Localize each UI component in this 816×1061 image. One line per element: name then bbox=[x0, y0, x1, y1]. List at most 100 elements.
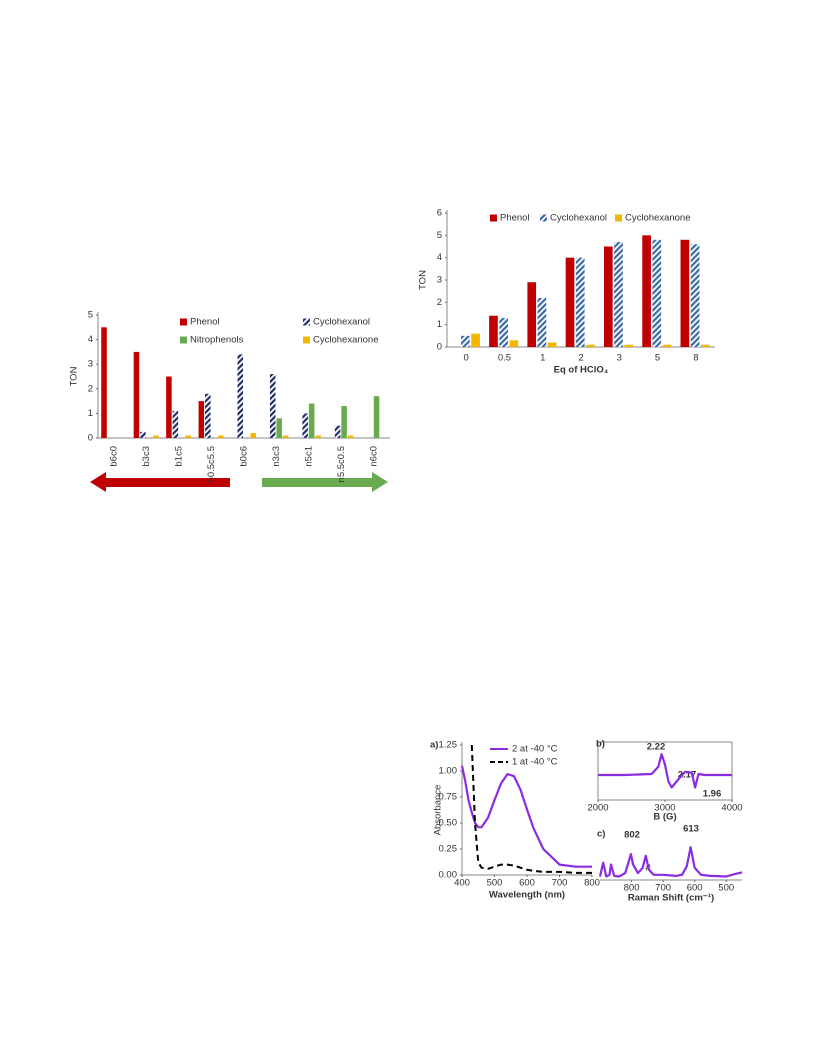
bar bbox=[700, 344, 710, 347]
panel-label: a) bbox=[430, 740, 438, 751]
legend-label: Nitrophenols bbox=[190, 335, 244, 346]
x-tick-label: n3c3 bbox=[271, 446, 282, 467]
bar bbox=[527, 282, 537, 347]
y-tick-label: 0 bbox=[88, 433, 93, 444]
bar bbox=[690, 244, 700, 347]
bar bbox=[537, 297, 547, 347]
legend-swatch bbox=[490, 214, 497, 222]
x-tick-label: 8 bbox=[693, 353, 698, 364]
legend-label: Cyclohexanone bbox=[625, 213, 691, 224]
x-tick-label: 2000 bbox=[587, 803, 608, 814]
x-axis-label: Raman Shift (cm⁻¹) bbox=[628, 893, 714, 904]
bar bbox=[586, 344, 595, 347]
line-series bbox=[470, 744, 592, 874]
bar bbox=[461, 335, 470, 347]
x-tick-label: 700 bbox=[655, 883, 671, 894]
legend-label: Phenol bbox=[190, 317, 220, 328]
y-tick-label: 1 bbox=[437, 319, 442, 330]
line-series bbox=[598, 846, 743, 878]
legend-swatch bbox=[180, 336, 187, 344]
x-axis-label: Eq of HClO₄ bbox=[554, 365, 609, 376]
y-tick-label: 5 bbox=[88, 310, 93, 321]
legend-swatch bbox=[303, 318, 310, 326]
bar bbox=[269, 374, 276, 438]
annotation: 1.96 bbox=[703, 789, 722, 800]
x-tick-label: 5 bbox=[655, 353, 660, 364]
bar bbox=[218, 435, 224, 438]
x-tick-label: 3000 bbox=[654, 803, 675, 814]
x-tick-label: 700 bbox=[552, 878, 568, 889]
bar bbox=[282, 435, 289, 438]
panel-label: c) bbox=[597, 829, 605, 840]
x-tick-label: 800 bbox=[584, 878, 600, 889]
bar bbox=[205, 393, 211, 438]
legend-label: 1 at -40 °C bbox=[512, 757, 558, 768]
bar bbox=[614, 242, 623, 347]
legend-swatch bbox=[180, 318, 187, 326]
bar bbox=[185, 435, 192, 438]
bar bbox=[489, 315, 498, 347]
bar bbox=[373, 396, 380, 438]
x-tick-label: 600 bbox=[687, 883, 703, 894]
x-tick-label: 800 bbox=[624, 883, 640, 894]
x-axis-label: B (G) bbox=[653, 812, 676, 823]
line-series bbox=[460, 765, 592, 868]
legend-label: Phenol bbox=[500, 213, 530, 224]
bar bbox=[166, 376, 172, 438]
left-arrow bbox=[90, 472, 230, 492]
panel-label: b) bbox=[596, 739, 605, 750]
annotation: 613 bbox=[683, 824, 699, 835]
x-tick-label: 1 bbox=[540, 353, 545, 364]
bar bbox=[347, 435, 354, 438]
bar bbox=[334, 425, 341, 438]
y-tick-label: 0.25 bbox=[439, 844, 458, 855]
bar bbox=[565, 257, 575, 347]
bar bbox=[101, 327, 107, 438]
bar bbox=[172, 410, 179, 438]
bar bbox=[308, 403, 315, 438]
bar bbox=[642, 235, 651, 347]
x-tick-label: 4000 bbox=[721, 803, 742, 814]
y-tick-label: 5 bbox=[437, 230, 442, 241]
bar bbox=[237, 354, 244, 438]
y-tick-label: 6 bbox=[437, 208, 442, 219]
bar bbox=[153, 435, 159, 438]
y-tick-label: 1 bbox=[88, 408, 93, 419]
x-tick-label: b1c5 bbox=[174, 446, 185, 467]
bar bbox=[603, 246, 613, 347]
bar bbox=[547, 342, 557, 347]
bar bbox=[198, 401, 205, 438]
x-tick-label: 600 bbox=[519, 878, 535, 889]
x-tick-label: b0.5c5.5 bbox=[206, 446, 217, 482]
bar bbox=[575, 257, 585, 347]
y-tick-label: 0.50 bbox=[439, 818, 458, 829]
x-tick-label: 400 bbox=[454, 878, 470, 889]
legend-swatch bbox=[303, 336, 310, 344]
y-axis-label: Absorbance bbox=[433, 785, 444, 836]
x-tick-label: n5.5c0.5 bbox=[336, 446, 347, 482]
bar bbox=[302, 413, 308, 438]
y-tick-label: 0.75 bbox=[439, 792, 458, 803]
bar bbox=[652, 239, 662, 347]
line-series bbox=[598, 753, 732, 789]
x-tick-label: b3c3 bbox=[141, 446, 152, 467]
y-tick-label: 2 bbox=[88, 383, 93, 394]
y-tick-label: 4 bbox=[437, 252, 442, 263]
legend-label: Cyclohexanol bbox=[313, 317, 370, 328]
x-tick-label: 3 bbox=[617, 353, 622, 364]
x-tick-label: 500 bbox=[487, 878, 503, 889]
x-tick-label: b0c6 bbox=[239, 446, 250, 467]
x-tick-label: 2 bbox=[578, 353, 583, 364]
legend-swatch bbox=[615, 214, 622, 222]
legend-label: Cyclohexanol bbox=[550, 213, 607, 224]
annotation: 2.22 bbox=[647, 742, 666, 753]
y-tick-label: 3 bbox=[437, 275, 442, 286]
y-axis-label: TON bbox=[418, 270, 429, 290]
x-tick-label: b6c0 bbox=[109, 446, 120, 467]
x-tick-label: 0 bbox=[463, 353, 468, 364]
y-tick-label: 4 bbox=[88, 334, 93, 345]
right-arrow bbox=[262, 472, 388, 492]
y-tick-label: 2 bbox=[437, 297, 442, 308]
y-axis-label: TON bbox=[69, 366, 80, 386]
y-tick-label: 0 bbox=[437, 342, 442, 353]
